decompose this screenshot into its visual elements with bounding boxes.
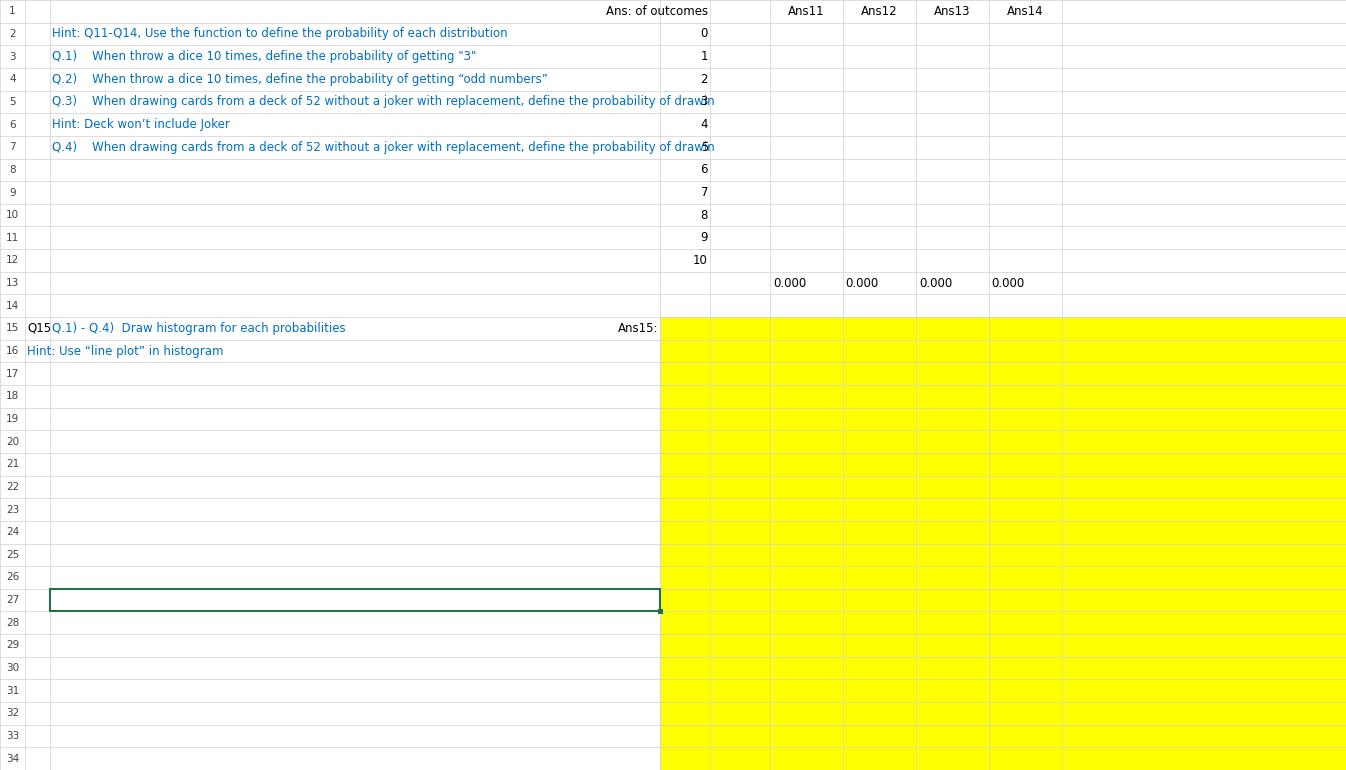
Text: Q15: Q15 [27,322,51,335]
Text: 13: 13 [5,278,19,288]
Text: Hint: Deck won’t include Joker: Hint: Deck won’t include Joker [52,118,230,131]
Text: 2: 2 [700,72,708,85]
Text: 28: 28 [5,618,19,628]
Text: 31: 31 [5,686,19,696]
Text: 0.000: 0.000 [773,276,806,290]
Text: Q.1) - Q.4)  Draw histogram for each probabilities: Q.1) - Q.4) Draw histogram for each prob… [52,322,346,335]
Text: 16: 16 [5,346,19,356]
Text: Hint: Use “line plot” in histogram: Hint: Use “line plot” in histogram [27,344,223,357]
Text: 33: 33 [5,731,19,741]
Text: Q.3)    When drawing cards from a deck of 52 without a joker with replacement, d: Q.3) When drawing cards from a deck of 5… [52,95,715,109]
Bar [50,589,660,611]
Text: 1: 1 [700,50,708,63]
Text: Ans: of outcomes: Ans: of outcomes [606,5,708,18]
Text: 4: 4 [9,74,16,84]
Text: Ans13: Ans13 [934,5,970,18]
Text: 20: 20 [5,437,19,447]
Text: Ans11: Ans11 [787,5,824,18]
Text: 3: 3 [701,95,708,109]
Text: 15: 15 [5,323,19,333]
Text: Q.2)    When throw a dice 10 times, define the probability of getting “odd numbe: Q.2) When throw a dice 10 times, define … [52,72,548,85]
Bar [657,609,662,614]
Text: Hint: Q11-Q14, Use the function to define the probability of each distribution: Hint: Q11-Q14, Use the function to defin… [52,28,507,41]
Text: 0.000: 0.000 [845,276,879,290]
Text: 9: 9 [700,231,708,244]
Text: 22: 22 [5,482,19,492]
Text: 5: 5 [701,141,708,154]
Text: 24: 24 [5,527,19,537]
Text: 26: 26 [5,573,19,582]
Text: 10: 10 [693,254,708,267]
Text: Ans14: Ans14 [1007,5,1043,18]
Text: 0.000: 0.000 [992,276,1026,290]
Text: 18: 18 [5,391,19,401]
Text: 29: 29 [5,641,19,651]
Text: 8: 8 [9,165,16,175]
Text: 8: 8 [701,209,708,222]
Text: Q.4)    When drawing cards from a deck of 52 without a joker with replacement, d: Q.4) When drawing cards from a deck of 5… [52,141,715,154]
Text: 17: 17 [5,369,19,379]
Text: 4: 4 [700,118,708,131]
Text: 12: 12 [5,256,19,266]
Text: 1: 1 [9,6,16,16]
Text: 7: 7 [700,186,708,199]
Text: 2: 2 [9,29,16,39]
Bar [660,317,1346,770]
Text: 14: 14 [5,301,19,311]
Text: 0.000: 0.000 [919,276,952,290]
Text: 7: 7 [9,142,16,152]
Text: 6: 6 [700,163,708,176]
Text: 6: 6 [9,119,16,129]
Text: 34: 34 [5,754,19,764]
Text: 23: 23 [5,504,19,514]
Text: 9: 9 [9,188,16,197]
Text: 32: 32 [5,708,19,718]
Text: 3: 3 [9,52,16,62]
Text: 30: 30 [5,663,19,673]
Text: 27: 27 [5,595,19,605]
Text: 25: 25 [5,550,19,560]
Text: Ans12: Ans12 [860,5,898,18]
Text: Ans15:: Ans15: [618,322,658,335]
Text: 11: 11 [5,233,19,243]
Text: 5: 5 [9,97,16,107]
Text: 0: 0 [701,28,708,41]
Text: 19: 19 [5,414,19,424]
Text: 10: 10 [5,210,19,220]
Text: Q.1)    When throw a dice 10 times, define the probability of getting "3": Q.1) When throw a dice 10 times, define … [52,50,476,63]
Text: 21: 21 [5,459,19,469]
